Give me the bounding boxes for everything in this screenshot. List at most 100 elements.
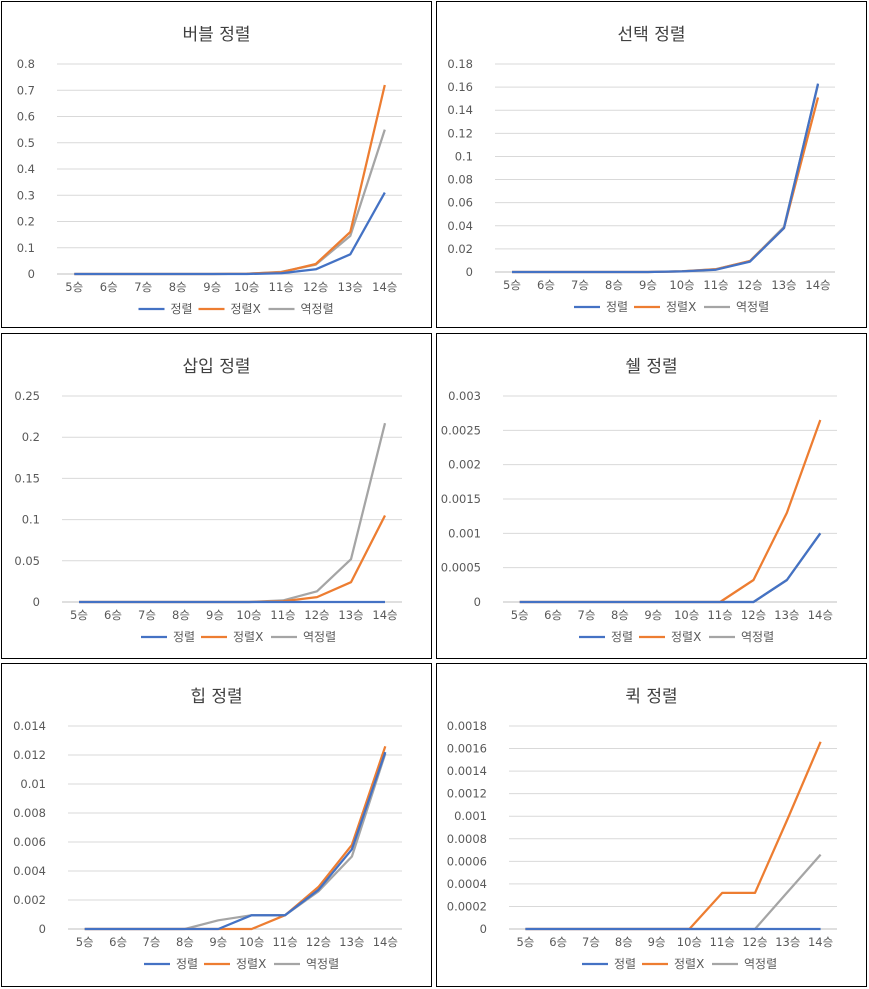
y-tick-label: 0.7 (17, 83, 35, 97)
y-tick-label: 0 (474, 595, 481, 609)
x-tick-label: 12승 (306, 935, 331, 949)
series-line-0 (74, 192, 386, 276)
x-tick-label: 14승 (373, 935, 398, 949)
y-tick-label: 0.006 (13, 835, 46, 849)
x-tick-label: 7승 (134, 280, 152, 294)
x-tick-label: 11승 (710, 935, 735, 949)
y-tick-label: 0.06 (447, 196, 473, 210)
chart-panel-shell: 쉘 정렬 0 0.0005 0.001 0.0015 0.002 0.0025 0.003 5… (436, 333, 867, 659)
x-tick-label: 6승 (544, 608, 562, 622)
chart-svg: 0 0.002 0.004 0.006 0.008 0.01 0.012 0.014 5승 6승 7… (13, 719, 402, 971)
legend-label: 역정렬 (301, 302, 334, 316)
chart-svg: 0 0.05 0.1 0.15 0.2 0.25 5승 6승 7승 8승 9승 10승 11승 12승 13… (14, 389, 402, 644)
x-tick-label: 10승 (234, 280, 259, 294)
y-tick-label: 0.0025 (441, 423, 481, 437)
y-tick-label: 0.02 (447, 242, 473, 256)
series-line-2 (525, 853, 822, 931)
series-line-1 (512, 97, 820, 274)
chart-svg: 0 0.0005 0.001 0.0015 0.002 0.0025 0.003 5승 6승 7승… (441, 389, 837, 644)
legend-label: 역정렬 (303, 630, 336, 644)
y-tick-label: 0.4 (17, 162, 35, 176)
y-tick-label: 0 (466, 265, 473, 279)
y-tick-label: 0.012 (13, 748, 46, 762)
x-tick-label: 7승 (582, 935, 600, 949)
y-tick-label: 0.0006 (447, 854, 487, 868)
legend-label: 역정렬 (741, 630, 774, 644)
chart-title: 선택 정렬 (617, 25, 686, 45)
y-tick-label: 0.2 (22, 430, 40, 444)
y-tick-label: 0.1 (455, 149, 473, 163)
y-tick-label: 0.0018 (447, 719, 487, 733)
chart-panel-insertion: 삽입 정렬 0 0.05 0.1 0.15 0.2 0.25 5승 6승 7승 8승 9승 10승 11… (1, 333, 432, 659)
legend-label: 역정렬 (744, 957, 777, 971)
x-tick-label: 12승 (304, 608, 329, 622)
series-line-0 (512, 83, 820, 274)
y-tick-label: 0.3 (17, 188, 35, 202)
x-tick-label: 5승 (511, 608, 529, 622)
y-tick-label: 0.001 (454, 809, 487, 823)
y-tick-label: 0 (39, 922, 46, 936)
x-tick-label: 11승 (269, 280, 294, 294)
x-tick-label: 11승 (703, 278, 728, 292)
x-tick-label: 14승 (372, 608, 397, 622)
y-tick-label: 0.0004 (447, 877, 487, 891)
series-line-1 (79, 514, 387, 604)
y-tick-label: 0.08 (447, 173, 473, 187)
x-tick-label: 12승 (737, 278, 762, 292)
series-line-2 (512, 84, 820, 274)
y-tick-label: 0.1 (22, 513, 40, 527)
x-tick-label: 5승 (70, 608, 88, 622)
chart-svg: 0 0.0002 0.0004 0.0006 0.0008 0.001 0.0012 0.00… (447, 719, 837, 971)
x-tick-label: 9승 (209, 935, 227, 949)
legend-label: 정렬 (173, 630, 195, 644)
x-tick-label: 8승 (172, 608, 190, 622)
y-tick-label: 0.15 (14, 471, 40, 485)
x-tick-label: 5승 (516, 935, 534, 949)
y-tick-label: 0.8 (17, 57, 35, 71)
y-tick-label: 0.0015 (441, 492, 481, 506)
chart-panel-bubble: 버블 정렬 0 0.1 0.2 0.3 0.4 0.5 0.6 0.7 0.8 5승 6승 7승 8승 9… (1, 1, 432, 328)
x-tick-label: 12승 (303, 280, 328, 294)
x-tick-label: 8승 (169, 280, 187, 294)
x-tick-label: 6승 (549, 935, 567, 949)
legend-label: 정렬X (666, 300, 696, 314)
y-tick-label: 0.25 (14, 389, 40, 403)
series-line-2 (74, 129, 386, 276)
x-tick-label: 10승 (677, 935, 702, 949)
legend-label: 정렬X (671, 630, 701, 644)
y-tick-label: 0.16 (447, 80, 473, 94)
y-tick-label: 0.008 (13, 806, 46, 820)
x-tick-label: 9승 (203, 280, 221, 294)
series-line-0 (519, 532, 822, 604)
x-tick-label: 9승 (206, 608, 224, 622)
chart-title: 쉘 정렬 (625, 357, 678, 377)
y-tick-label: 0.0002 (447, 899, 487, 913)
y-tick-label: 0.0016 (447, 742, 487, 756)
series-line-1 (519, 419, 822, 604)
chart-title: 버블 정렬 (182, 25, 251, 45)
x-tick-label: 13승 (338, 280, 363, 294)
y-tick-label: 0.05 (14, 554, 40, 568)
legend-label: 정렬 (606, 300, 628, 314)
legend-label: 정렬 (614, 957, 636, 971)
x-tick-label: 13승 (339, 935, 364, 949)
legend-label: 정렬 (171, 302, 193, 316)
y-tick-label: 0.12 (447, 126, 473, 140)
x-tick-label: 14승 (808, 608, 833, 622)
series-line-2 (79, 422, 387, 604)
x-tick-label: 9승 (644, 608, 662, 622)
y-tick-label: 0.0005 (441, 561, 481, 575)
series-line-2 (84, 753, 387, 931)
x-tick-label: 8승 (615, 935, 633, 949)
x-tick-label: 10승 (236, 608, 261, 622)
series-line-1 (525, 741, 822, 931)
legend-label: 정렬 (611, 630, 633, 644)
y-tick-label: 0.2 (17, 215, 35, 229)
x-tick-label: 5승 (65, 280, 83, 294)
x-tick-label: 10승 (239, 935, 264, 949)
chart-svg: 0 0.1 0.2 0.3 0.4 0.5 0.6 0.7 0.8 5승 6승 7승 8승 9승 10승 11… (17, 57, 402, 316)
y-tick-label: 0.0008 (447, 832, 487, 846)
x-tick-label: 6승 (104, 608, 122, 622)
x-tick-label: 13승 (775, 935, 800, 949)
y-tick-label: 0.1 (17, 241, 35, 255)
